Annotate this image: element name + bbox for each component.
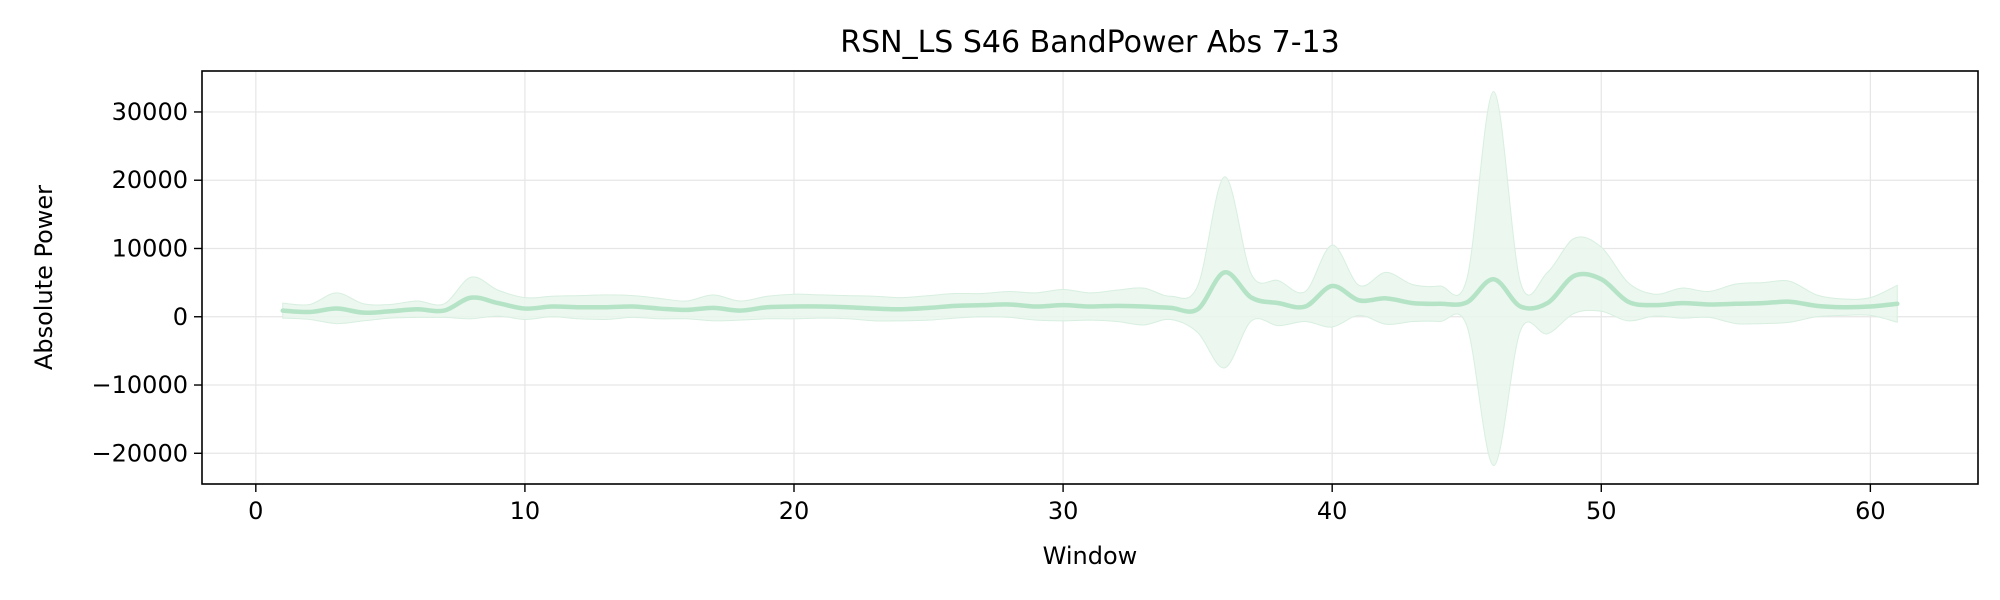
data-point <box>1304 305 1307 308</box>
data-point <box>873 307 876 310</box>
data-point <box>1546 302 1549 305</box>
data-point <box>981 304 984 307</box>
data-point <box>1896 302 1899 305</box>
y-tick-label: 20000 <box>112 166 188 194</box>
data-point <box>577 306 580 309</box>
data-point <box>1465 301 1468 304</box>
data-point <box>1062 304 1065 307</box>
y-axis-label: Absolute Power <box>30 185 58 370</box>
data-point <box>927 306 930 309</box>
chart-title: RSN_LS S46 BandPower Abs 7-13 <box>840 25 1339 60</box>
data-point <box>308 310 311 313</box>
data-point <box>1492 278 1495 281</box>
data-point <box>658 307 661 310</box>
data-point <box>1761 302 1764 305</box>
data-point <box>1411 302 1414 305</box>
x-tick-label: 0 <box>248 497 263 525</box>
data-point <box>497 302 500 305</box>
data-point <box>1573 274 1576 277</box>
x-tick-label: 30 <box>1048 497 1079 525</box>
confidence-band <box>282 90 1898 467</box>
data-point <box>1089 305 1092 308</box>
data-point <box>1358 299 1361 302</box>
data-point <box>1277 302 1280 305</box>
data-point <box>416 308 419 311</box>
series-line-group <box>280 270 1900 316</box>
data-point <box>900 308 903 311</box>
data-point <box>362 311 365 314</box>
data-point <box>1869 305 1872 308</box>
x-tick-label: 60 <box>1855 497 1886 525</box>
data-point <box>1196 308 1199 311</box>
data-point <box>1169 306 1172 309</box>
x-axis-ticks: 0 10 20 30 40 50 60 <box>248 484 1886 525</box>
data-point <box>335 307 338 310</box>
data-point <box>739 309 742 312</box>
y-tick-label: −20000 <box>92 439 188 467</box>
y-axis-ticks: −20000 −10000 0 10000 20000 30000 <box>92 98 202 467</box>
x-tick-label: 50 <box>1586 497 1617 525</box>
confidence-band-group <box>282 90 1898 467</box>
data-point <box>1008 303 1011 306</box>
x-tick-label: 20 <box>779 497 810 525</box>
plot-frame <box>201 70 1979 485</box>
data-point <box>281 309 284 312</box>
data-point <box>1842 306 1845 309</box>
data-point <box>1385 297 1388 300</box>
data-point <box>954 304 957 307</box>
data-point <box>819 305 822 308</box>
data-point <box>1654 304 1657 307</box>
x-tick-label: 10 <box>510 497 541 525</box>
data-point <box>1035 305 1038 308</box>
data-point <box>1627 300 1630 303</box>
data-point <box>1707 303 1710 306</box>
x-tick-label: 40 <box>1317 497 1348 525</box>
data-point <box>1788 300 1791 303</box>
data-point <box>1438 302 1441 305</box>
data-point <box>1600 278 1603 281</box>
data-point <box>685 308 688 311</box>
y-tick-label: 10000 <box>112 234 188 262</box>
y-tick-label: 0 <box>173 303 188 331</box>
data-point <box>1815 304 1818 307</box>
data-point <box>443 309 446 312</box>
data-point <box>523 307 526 310</box>
data-point <box>631 305 634 308</box>
data-point <box>1331 285 1334 288</box>
data-point <box>712 306 715 309</box>
y-tick-label: −10000 <box>92 371 188 399</box>
y-tick-label: 30000 <box>112 98 188 126</box>
series-line <box>280 270 1900 316</box>
x-axis-label: Window <box>1043 542 1138 570</box>
data-point <box>1519 305 1522 308</box>
data-point <box>766 306 769 309</box>
data-point <box>550 305 553 308</box>
data-point <box>846 306 849 309</box>
grid-lines <box>202 71 1978 484</box>
data-point <box>1142 305 1145 308</box>
data-point <box>604 306 607 309</box>
data-point <box>389 310 392 313</box>
data-point <box>1734 302 1737 305</box>
data-point <box>1681 302 1684 305</box>
data-point <box>793 305 796 308</box>
data-point <box>1115 304 1118 307</box>
data-point <box>1250 296 1253 299</box>
data-point <box>1223 271 1226 274</box>
data-point <box>470 296 473 299</box>
